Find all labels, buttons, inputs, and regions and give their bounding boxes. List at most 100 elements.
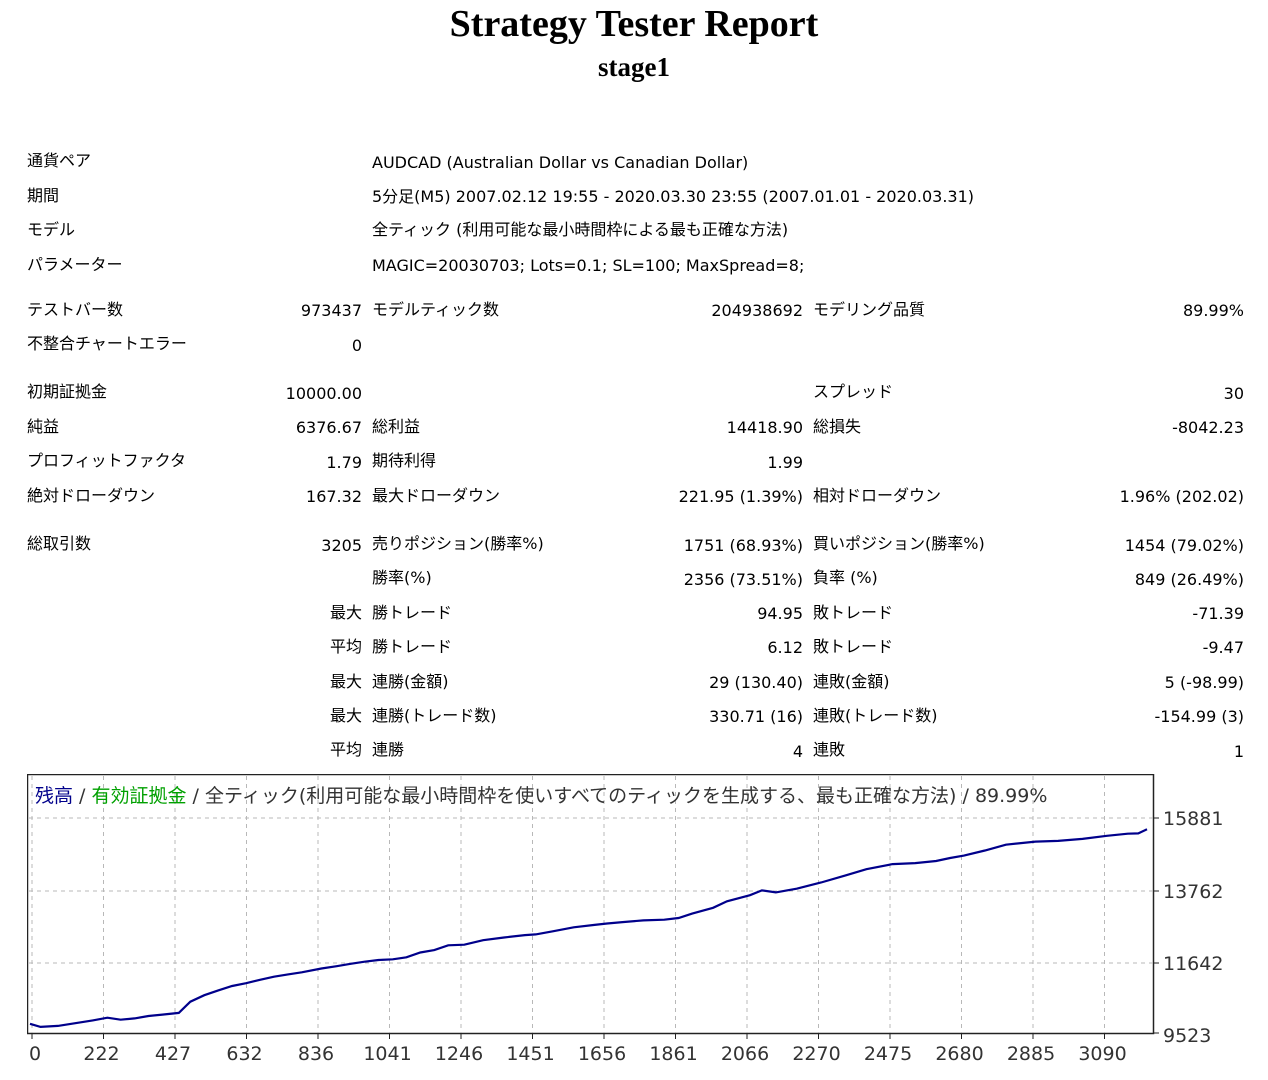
trades-label: 総取引数	[27, 534, 92, 553]
quality-value: 89.99%	[1182, 301, 1244, 320]
avg-cons-loss-label: 連敗	[813, 740, 846, 759]
cons-loss-count-label: 連敗(トレード数)	[813, 706, 938, 725]
short-label: 売りポジション(勝率%)	[372, 534, 544, 553]
chart-grid	[29, 776, 1153, 1033]
x-tick-label: 1041	[363, 1043, 411, 1065]
x-tick-label: 1861	[649, 1043, 697, 1065]
max-dd-value: 221.95 (1.39%)	[678, 487, 803, 506]
avg-loss-value: -9.47	[1202, 638, 1244, 657]
x-tick-label: 1451	[506, 1043, 554, 1065]
x-tick-label: 427	[155, 1043, 191, 1065]
balance-series-line	[29, 828, 1148, 1029]
cons-win-count-value: 330.71 (16)	[709, 707, 803, 726]
x-tick-label: 0	[29, 1043, 41, 1065]
model-label: モデル	[27, 220, 76, 239]
gross-loss-label: 総損失	[813, 417, 862, 436]
legend-quality: 89.99%	[975, 785, 1047, 807]
avg-win-value: 6.12	[767, 638, 803, 657]
x-tick-label: 2885	[1007, 1043, 1055, 1065]
avg-cons-win-label: 連勝	[372, 740, 405, 759]
y-tick-label: 15881	[1163, 808, 1223, 830]
x-tick-label: 1656	[578, 1043, 626, 1065]
cons-win-money-value: 29 (130.40)	[709, 673, 803, 692]
pair-value: AUDCAD (Australian Dollar vs Canadian Do…	[372, 153, 749, 172]
largest-win-value: 94.95	[757, 604, 803, 623]
balance-chart: 残高 / 有効証拠金 / 全ティック(利用可能な最小時間枠を使いすべてのティック…	[27, 774, 1223, 1065]
report-title: Strategy Tester Report	[449, 3, 819, 45]
x-tick-label: 836	[298, 1043, 334, 1065]
pair-label: 通貨ペア	[27, 151, 92, 170]
x-tick-label: 2066	[721, 1043, 769, 1065]
legend-equity: 有効証拠金	[92, 785, 187, 807]
largest-win-label: 勝トレード	[372, 603, 453, 622]
largest-word: 最大	[329, 603, 362, 622]
payoff-label: 期待利得	[372, 451, 437, 470]
x-tick-label: 2270	[792, 1043, 840, 1065]
legend-model: 全ティック(利用可能な最小時間枠を使いすべてのティックを生成する、最も正確な方法…	[205, 785, 956, 807]
y-tick-label: 9523	[1163, 1025, 1211, 1047]
x-tick-label: 632	[226, 1043, 262, 1065]
chart-ticks: 0 222 427 632 836 1041 1246 1451 1656 1861 2066 227…	[29, 808, 1223, 1065]
model-value: 全ティック (利用可能な最小時間枠による最も正確な方法)	[372, 220, 789, 239]
long-label: 買いポジション(勝率%)	[813, 534, 985, 553]
avg-win-label: 勝トレード	[372, 637, 453, 656]
legend-separator: /	[956, 785, 974, 807]
gross-profit-label: 総利益	[372, 417, 421, 436]
x-tick-label: 3090	[1078, 1043, 1126, 1065]
deposit-value: 10000.00	[285, 384, 362, 403]
params-label: パラメーター	[27, 255, 123, 274]
x-tick-label: 1246	[435, 1043, 483, 1065]
deposit-label: 初期証拠金	[27, 382, 108, 401]
abs-dd-value: 167.32	[306, 487, 362, 506]
loss-rate-label: 負率 (%)	[813, 568, 878, 587]
legend-balance: 残高	[35, 785, 73, 807]
rel-dd-value: 1.96% (202.02)	[1119, 487, 1244, 506]
avg-cons-loss-value: 1	[1233, 742, 1244, 761]
period-label: 期間	[27, 186, 60, 205]
average-word: 平均	[329, 637, 362, 656]
avg-cons-win-value: 4	[792, 742, 803, 761]
abs-dd-label: 絶対ドローダウン	[27, 486, 156, 505]
gross-loss-value: -8042.23	[1172, 418, 1244, 437]
cons-loss-money-label: 連敗(金額)	[813, 672, 890, 691]
legend-separator: /	[187, 785, 205, 807]
chart-legend: 残高 / 有効証拠金 / 全ティック(利用可能な最小時間枠を使いすべてのティック…	[35, 785, 1047, 807]
x-tick-label: 2680	[935, 1043, 983, 1065]
plot-frame	[27, 774, 1155, 1035]
spread-value: 30	[1223, 384, 1244, 403]
rel-dd-label: 相対ドローダウン	[813, 486, 942, 505]
y-tick-label: 13762	[1163, 881, 1223, 903]
short-value: 1751 (68.93%)	[683, 536, 803, 555]
params-value: MAGIC=20030703; Lots=0.1; SL=100; MaxSpr…	[372, 256, 805, 275]
win-rate-label: 勝率(%)	[372, 568, 432, 587]
bars-label: テストバー数	[27, 300, 124, 319]
largest-loss-label: 敗トレード	[813, 603, 894, 622]
cons-loss-money-value: 5 (-98.99)	[1164, 673, 1244, 692]
report-subtitle: stage1	[598, 52, 670, 82]
average-word-2: 平均	[329, 740, 362, 759]
gross-profit-value: 14418.90	[726, 418, 803, 437]
avg-loss-label: 敗トレード	[813, 637, 894, 656]
payoff-value: 1.99	[767, 453, 803, 472]
win-rate-value: 2356 (73.51%)	[683, 570, 803, 589]
cons-loss-count-value: -154.99 (3)	[1154, 707, 1244, 726]
max-word-2: 最大	[329, 672, 362, 691]
spread-label: スプレッド	[813, 382, 894, 401]
ticks-label: モデルティック数	[372, 300, 500, 319]
net-value: 6376.67	[295, 418, 362, 437]
cons-win-money-label: 連勝(金額)	[372, 672, 449, 691]
x-tick-label: 2475	[864, 1043, 912, 1065]
ticks-value: 204938692	[711, 301, 803, 320]
quality-label: モデリング品質	[813, 300, 926, 319]
bars-value: 973437	[300, 301, 362, 320]
pf-label: プロフィットファクタ	[27, 451, 187, 470]
mismatch-label: 不整合チャートエラー	[27, 334, 187, 353]
long-value: 1454 (79.02%)	[1124, 536, 1244, 555]
y-tick-label: 11642	[1163, 953, 1223, 975]
legend-separator: /	[73, 785, 91, 807]
cons-win-count-label: 連勝(トレード数)	[372, 706, 497, 725]
x-tick-label: 222	[83, 1043, 119, 1065]
largest-loss-value: -71.39	[1192, 604, 1244, 623]
max-word-3: 最大	[329, 706, 362, 725]
loss-rate-value: 849 (26.49%)	[1134, 570, 1244, 589]
